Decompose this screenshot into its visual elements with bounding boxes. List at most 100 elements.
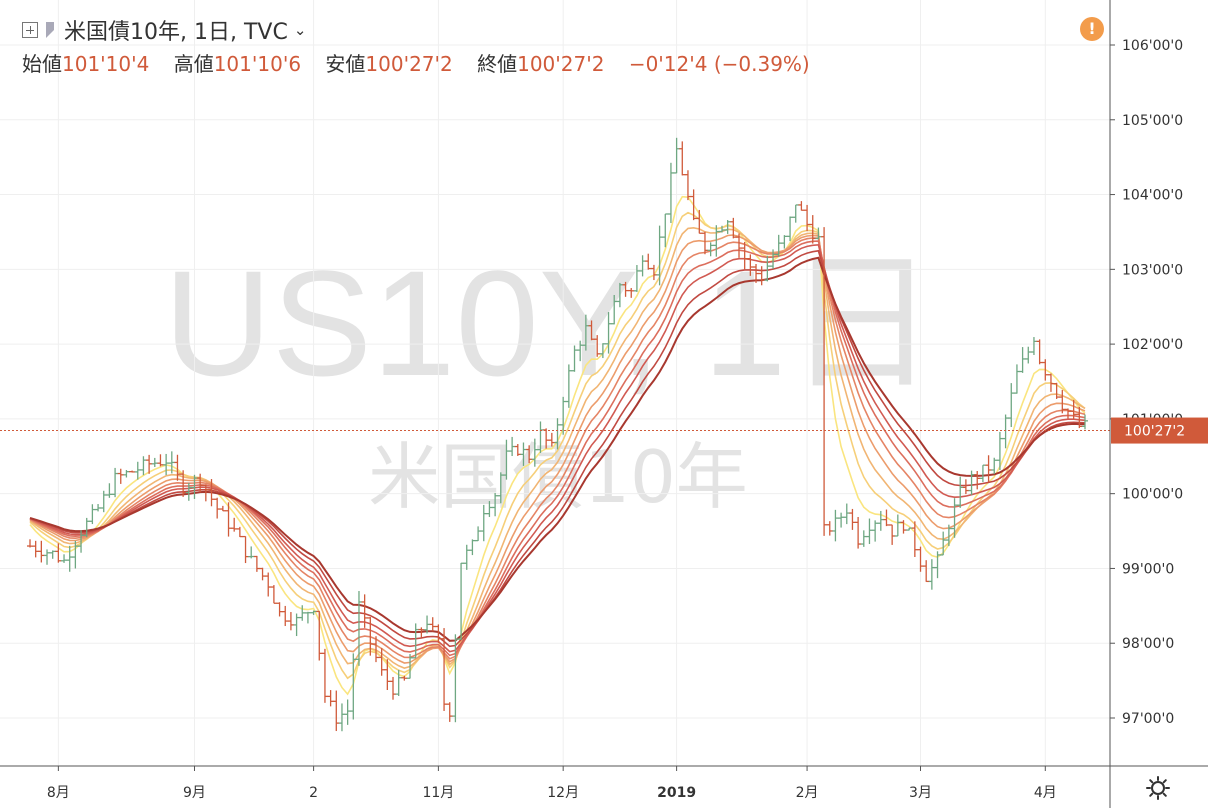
- ohlc-bars: [27, 137, 1088, 732]
- ohlc-bar: [577, 340, 584, 362]
- ohlc-bar: [991, 457, 998, 475]
- symbol-title[interactable]: 米国債10年, 1日, TVC: [64, 20, 288, 45]
- ohlc-bar: [225, 502, 232, 537]
- ohlc-bar: [140, 456, 147, 476]
- ohlc-bar: [299, 605, 306, 621]
- settings-gear-icon[interactable]: [1146, 776, 1170, 800]
- ohlc-bar: [174, 454, 181, 481]
- open-label: 始値: [22, 52, 62, 76]
- ohlc-bar: [333, 690, 340, 732]
- ohlc-bar: [293, 613, 300, 637]
- ohlc-bar: [497, 472, 504, 504]
- ohlc-bar: [917, 546, 924, 572]
- ohlc-bar: [134, 461, 141, 480]
- expand-icon[interactable]: [22, 22, 38, 38]
- ohlc-bar: [327, 690, 334, 707]
- ema-line-15: [29, 234, 1086, 664]
- price-axis[interactable]: 97'00'098'00'099'00'0100'00'0101'00'0102…: [1110, 38, 1183, 727]
- ohlc-bar: [66, 545, 73, 572]
- ohlc-bar: [1064, 408, 1071, 419]
- ohlc-bar: [435, 624, 442, 643]
- open-value: 101'10'4: [62, 52, 150, 76]
- time-axis[interactable]: 8月 9月 2 11月 12月 2019 2月 3月 4月: [47, 766, 1057, 801]
- ohlc-bar: [815, 227, 822, 240]
- ohlc-bar: [1059, 390, 1066, 414]
- ohlc-bar: [384, 659, 391, 691]
- ohlc-bar: [543, 428, 550, 449]
- ohlc-bar: [684, 170, 691, 201]
- ohlc-bar: [424, 615, 431, 634]
- ohlc-bar: [526, 445, 533, 464]
- ohlc-bar: [599, 343, 606, 359]
- close-label: 終値: [477, 52, 518, 76]
- ohlc-bar: [968, 470, 975, 496]
- ohlc-bar: [180, 470, 187, 497]
- ohlc-bar: [872, 520, 879, 542]
- ohlc-bar: [945, 524, 952, 547]
- ohlc-bar: [616, 282, 623, 308]
- ohlc-bar: [310, 610, 317, 615]
- ohlc-bar: [236, 526, 243, 538]
- ohlc-bar: [622, 281, 629, 297]
- x-tick-label: 2月: [796, 785, 819, 801]
- ohlc-bar: [214, 497, 221, 519]
- ohlc-bar: [100, 490, 107, 513]
- close-value: 100'27'2: [517, 52, 605, 76]
- ohlc-bar: [231, 517, 238, 532]
- ohlc-bar: [418, 627, 425, 638]
- ohlc-bar: [486, 501, 493, 517]
- flag-icon[interactable]: [46, 22, 54, 38]
- ohlc-bar: [679, 141, 686, 176]
- ohlc-bar: [718, 225, 725, 233]
- x-tick-label: 9月: [183, 785, 206, 801]
- ohlc-bar: [1047, 373, 1054, 392]
- ohlc-bar: [248, 546, 255, 559]
- ohlc-bar: [1036, 339, 1043, 365]
- ohlc-bar: [996, 431, 1003, 471]
- ohlc-bar: [157, 454, 164, 467]
- last-price-label: 100'27'2: [1124, 424, 1185, 440]
- ohlc-bar: [650, 264, 657, 281]
- ohlc-bar: [112, 467, 119, 498]
- ohlc-bar: [633, 265, 640, 292]
- ohlc-bar: [191, 474, 198, 499]
- x-tick-label: 4月: [1034, 785, 1057, 801]
- ohlc-bar: [520, 442, 527, 466]
- ema-line-12: [29, 226, 1086, 669]
- ohlc-bar: [441, 628, 448, 711]
- ohlc-bar: [911, 521, 918, 558]
- ohlc-bar: [928, 559, 935, 590]
- ohlc-bar: [900, 520, 907, 534]
- ohlc-bar: [350, 653, 357, 720]
- ohlc-bar: [1042, 359, 1049, 381]
- ohlc-bar: [974, 470, 981, 490]
- ohlc-bar: [355, 591, 362, 666]
- ohlc-bar: [316, 610, 323, 661]
- x-tick-label: 3月: [909, 785, 932, 801]
- watermark-symbol: US10Y, 1日: [164, 239, 937, 407]
- ohlc-bar: [480, 504, 487, 542]
- ohlc-bar: [696, 209, 703, 234]
- ohlc-bar: [860, 530, 867, 547]
- chevron-down-icon[interactable]: ⌄: [293, 21, 307, 39]
- ohlc-bar: [821, 227, 828, 536]
- ohlc-bar: [537, 421, 544, 453]
- ohlc-bar: [492, 492, 499, 517]
- ohlc-bar: [475, 526, 482, 542]
- ohlc-bar: [208, 479, 215, 507]
- ohlc-bar: [95, 504, 102, 512]
- alert-icon[interactable]: !: [1080, 17, 1104, 41]
- ohlc-bar: [838, 512, 845, 528]
- ohlc-bar: [32, 540, 39, 558]
- ohlc-bar: [242, 535, 249, 564]
- ohlc-bar: [361, 594, 368, 628]
- ohlc-values: 始値101'10'4 高値101'10'6 安値100'27'2 終値100'2…: [22, 48, 828, 77]
- x-tick-label: 11月: [422, 785, 454, 801]
- ohlc-bar: [571, 345, 578, 372]
- ohlc-bar: [390, 676, 397, 700]
- ohlc-bar: [27, 539, 33, 548]
- ohlc-bar: [253, 555, 260, 572]
- ohlc-bar: [429, 617, 436, 632]
- x-tick-label: 12月: [547, 785, 579, 801]
